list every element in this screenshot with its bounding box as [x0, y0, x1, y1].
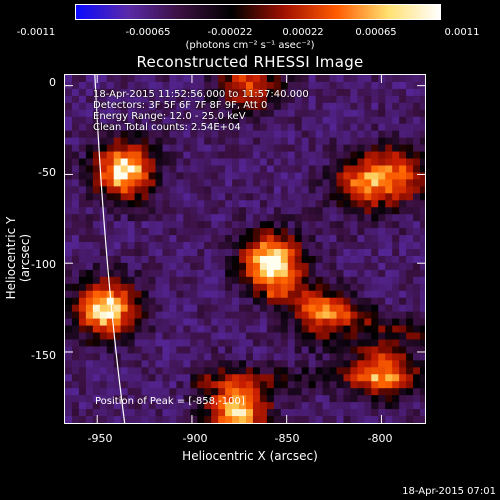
colorbar-units: (photons cm⁻² s⁻¹ asec⁻²): [185, 40, 315, 51]
colorbar: [75, 4, 441, 20]
colorbar-tick: -0.0011: [16, 27, 56, 38]
rhessi-image: [65, 75, 425, 423]
x-tick-label: -850: [274, 432, 300, 445]
y-axis-title: Heliocentric Y (arcsec): [4, 216, 32, 300]
detectors-text: Detectors: 3F 5F 6F 7F 8F 9F, Att 0: [93, 100, 268, 111]
x-axis-title: Heliocentric X (arcsec): [182, 449, 318, 463]
image-pixels: [65, 75, 425, 423]
x-tick-label: -900: [182, 432, 208, 445]
colorbar-tick: -0.00065: [125, 27, 171, 38]
x-tick-label: -800: [367, 432, 393, 445]
y-tick-label: -150: [31, 349, 56, 362]
y-tick-label: -100: [31, 258, 56, 271]
solar-limb-line: [94, 75, 126, 423]
time-range-text: 18-Apr-2015 11:52:56.000 to 11:57:40.000: [93, 89, 309, 100]
energy-range-text: Energy Range: 12.0 - 25.0 keV: [93, 111, 246, 122]
timestamp: 18-Apr-2015 07:01: [402, 486, 496, 497]
colorbar-tick: 0.00065: [355, 27, 397, 38]
y-tick-label: -50: [38, 166, 56, 179]
image-title: Reconstructed RHESSI Image: [136, 53, 364, 71]
clean-counts-text: Clean Total counts: 2.54E+04: [93, 122, 241, 133]
x-tick-label: -950: [87, 432, 113, 445]
colorbar-tick: -0.00022: [207, 27, 253, 38]
peak-position-text: Position of Peak = [-858,-100]: [95, 396, 245, 407]
colorbar-tick: 0.0011: [444, 27, 480, 38]
y-tick-label: 0: [49, 76, 56, 89]
image-panel: 18-Apr-2015 11:52:56.000 to 11:57:40.000…: [64, 74, 426, 424]
colorbar-tick: 0.00022: [282, 27, 324, 38]
axis-ticks: [65, 75, 425, 423]
